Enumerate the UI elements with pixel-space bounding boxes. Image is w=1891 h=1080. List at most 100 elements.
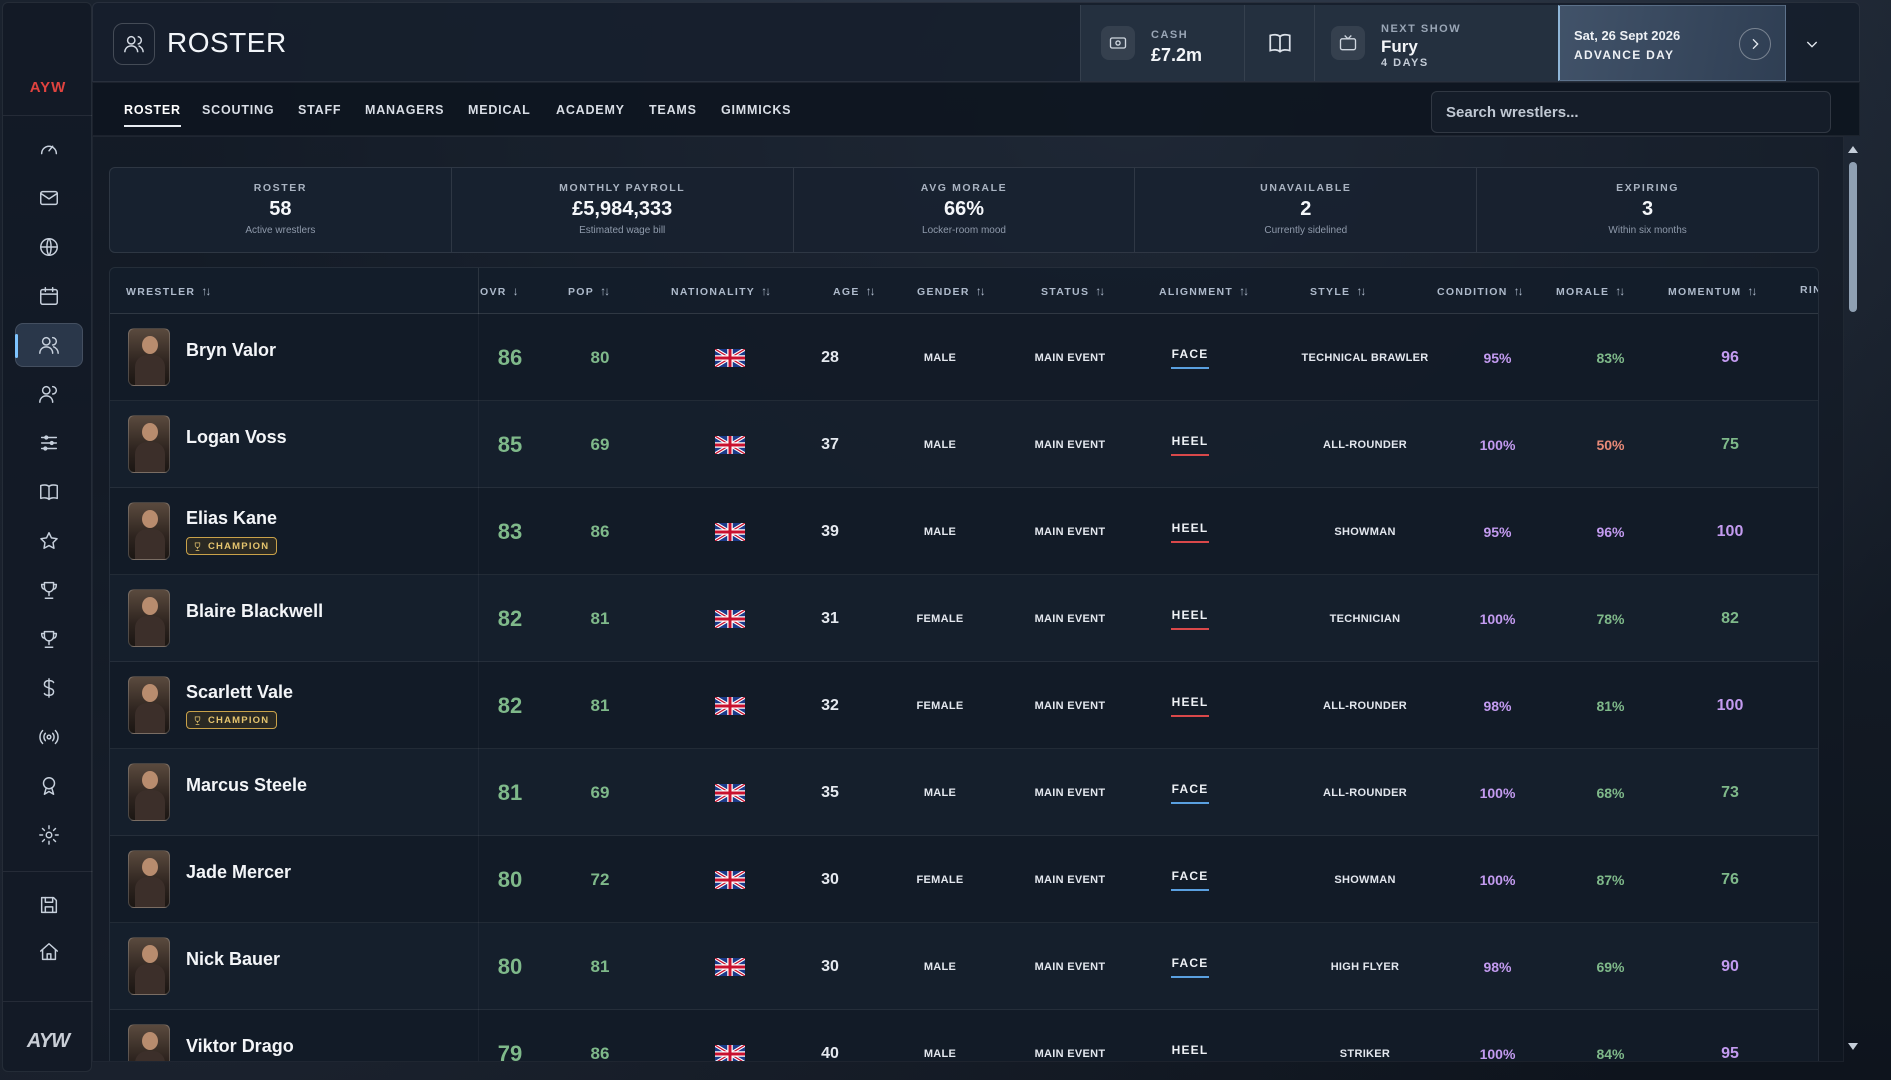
condition-value: 100% [1479, 784, 1516, 801]
scroll-thumb[interactable] [1849, 162, 1857, 312]
status-value: MAIN EVENT [1034, 525, 1106, 538]
col-header-alignment[interactable]: ALIGNMENT ↑↓ [1159, 284, 1249, 298]
table-row[interactable]: Jade Mercer 80 72 30 FEMALE MAIN EVENT FACE SHO… [110, 836, 1818, 923]
table-row[interactable]: Viktor Drago 79 86 40 MALE MAIN EVENT HEEL STRI… [110, 1010, 1818, 1062]
nav-save[interactable] [15, 883, 83, 927]
tab-staff[interactable]: STAFF [298, 103, 342, 117]
age-value: 37 [821, 435, 839, 453]
wrestler-name[interactable]: Viktor Drago [186, 1036, 294, 1056]
tab-scouting[interactable]: SCOUTING [202, 103, 275, 117]
momentum-value: 90 [1721, 957, 1739, 975]
nav-titles[interactable] [15, 568, 83, 612]
stats-summary: ROSTER 58 Active wrestlers MONTHLY PAYRO… [109, 167, 1819, 253]
col-header-condition[interactable]: CONDITION ↑↓ [1437, 284, 1524, 298]
alignment-label: HEEL [1171, 607, 1209, 622]
nav-settings-sliders[interactable] [15, 421, 83, 465]
momentum-value: 96 [1721, 348, 1739, 366]
search-input[interactable] [1431, 91, 1831, 133]
nav-people[interactable] [15, 372, 83, 416]
advance-day-button[interactable]: Sat, 26 Sept 2026 ADVANCE DAY [1558, 5, 1786, 81]
momentum-value: 100 [1716, 696, 1744, 714]
scrollbar[interactable] [1846, 142, 1860, 1062]
table-row[interactable]: Nick Bauer 80 81 30 MALE MAIN EVENT FACE HIGH F… [110, 923, 1818, 1010]
nav-calendar[interactable] [15, 274, 83, 318]
scroll-up-arrow[interactable] [1848, 146, 1858, 153]
nav-finance[interactable] [15, 666, 83, 710]
col-header-ovr[interactable]: OVR ↓ [480, 284, 519, 298]
col-header-age[interactable]: AGE ↑↓ [833, 284, 876, 298]
wrestler-name[interactable]: Nick Bauer [186, 949, 281, 969]
uk-flag-icon [680, 314, 780, 401]
table-row[interactable]: Bryn Valor 86 80 28 MALE MAIN EVENT FACE TECHNI… [110, 314, 1818, 401]
col-header-nationality[interactable]: NATIONALITY ↑↓ [671, 284, 771, 298]
ovr-value: 79 [497, 1040, 523, 1062]
condition-value: 100% [1479, 871, 1516, 888]
col-header-morale[interactable]: MORALE ↑↓ [1556, 284, 1625, 298]
ovr-value: 82 [497, 692, 523, 718]
wrestler-name[interactable]: Jade Mercer [186, 862, 292, 882]
wrestler-name[interactable]: Elias Kane [186, 508, 278, 528]
nav-favourites[interactable] [15, 519, 83, 563]
nav-awards[interactable] [15, 617, 83, 661]
wrestler-name[interactable]: Scarlett Vale [186, 682, 294, 702]
tab-academy[interactable]: ACADEMY [556, 103, 625, 117]
nav-world[interactable] [15, 225, 83, 269]
trophy-icon [40, 581, 58, 599]
table-row[interactable]: Scarlett Vale CHAMPION 82 81 32 FEMALE MAIN EV… [110, 662, 1818, 749]
col-header-pop[interactable]: POP ↑↓ [568, 284, 610, 298]
wrestler-name[interactable]: Logan Voss [186, 427, 287, 447]
roster-icon [113, 23, 155, 65]
momentum-value: 73 [1721, 783, 1739, 801]
col-header-ring[interactable]: RIN [1800, 284, 1818, 296]
nav-home[interactable] [15, 930, 83, 974]
age-value: 40 [821, 1044, 839, 1062]
tab-teams[interactable]: TEAMS [649, 103, 697, 117]
advance-day-label: ADVANCE DAY [1574, 48, 1675, 62]
booking-button[interactable] [1244, 5, 1314, 81]
alignment-label: HEEL [1171, 1042, 1209, 1057]
tab-bar: ROSTER SCOUTING STAFF MANAGERS MEDICAL A… [92, 82, 1860, 136]
nav-dashboard[interactable] [15, 127, 83, 171]
nav-settings[interactable] [15, 813, 83, 857]
next-show-panel[interactable]: NEXT SHOW Fury 4 DAYS [1314, 5, 1558, 81]
col-header-wrestler[interactable]: WRESTLER ↑↓ [126, 284, 211, 298]
uk-flag-icon [680, 662, 780, 749]
col-header-gender[interactable]: GENDER ↑↓ [917, 284, 986, 298]
table-row[interactable]: Blaire Blackwell 82 81 31 FEMALE MAIN EVENT HE… [110, 575, 1818, 662]
menu-dropdown-button[interactable] [1801, 33, 1823, 55]
nav-inbox[interactable] [15, 176, 83, 220]
tab-medical[interactable]: MEDICAL [468, 103, 531, 117]
wrestler-name[interactable]: Blaire Blackwell [186, 601, 324, 621]
style-value: SHOWMAN [1334, 525, 1396, 538]
gauge-icon [40, 145, 58, 155]
alignment-label: HEEL [1171, 433, 1209, 448]
morale-value: 96% [1596, 523, 1625, 540]
wrestler-name[interactable]: Bryn Valor [186, 340, 277, 360]
scroll-down-arrow[interactable] [1848, 1043, 1858, 1050]
nav-broadcast[interactable] [15, 715, 83, 759]
pop-value: 81 [590, 608, 610, 628]
nav-achievements[interactable] [15, 764, 83, 808]
sidebar-divider [3, 871, 93, 872]
roster-table: WRESTLER ↑↓ OVR ↓ POP ↑↓ NATIONALITY ↑↓ AGE ↑… [109, 267, 1819, 1062]
tab-roster[interactable]: ROSTER [116, 95, 189, 127]
alignment-badge: HEEL [1140, 488, 1240, 575]
brand-label: AYW [29, 79, 67, 96]
tab-managers[interactable]: MANAGERS [365, 103, 445, 117]
gender-value: FEMALE [916, 873, 964, 886]
stat-roster: ROSTER 58 Active wrestlers [110, 168, 452, 252]
wrestler-avatar [128, 502, 170, 560]
table-row[interactable]: Marcus Steele 81 69 35 MALE MAIN EVENT FACE ALL… [110, 749, 1818, 836]
condition-value: 100% [1479, 436, 1516, 453]
tab-gimmicks[interactable]: GIMMICKS [721, 103, 792, 117]
wrestler-name[interactable]: Marcus Steele [186, 775, 308, 795]
table-row[interactable]: Elias Kane CHAMPION 83 86 39 MALE MAIN EVENT HE… [110, 488, 1818, 575]
nav-roster[interactable] [15, 323, 83, 367]
broadcast-icon [39, 729, 59, 745]
gender-value: MALE [923, 525, 957, 538]
col-header-momentum[interactable]: MOMENTUM ↑↓ [1668, 284, 1757, 298]
nav-booking[interactable] [15, 470, 83, 514]
table-row[interactable]: Logan Voss 85 69 37 MALE MAIN EVENT HEEL ALL-RO… [110, 401, 1818, 488]
col-header-style[interactable]: STYLE ↑↓ [1310, 284, 1366, 298]
col-header-status[interactable]: STATUS ↑↓ [1041, 284, 1105, 298]
